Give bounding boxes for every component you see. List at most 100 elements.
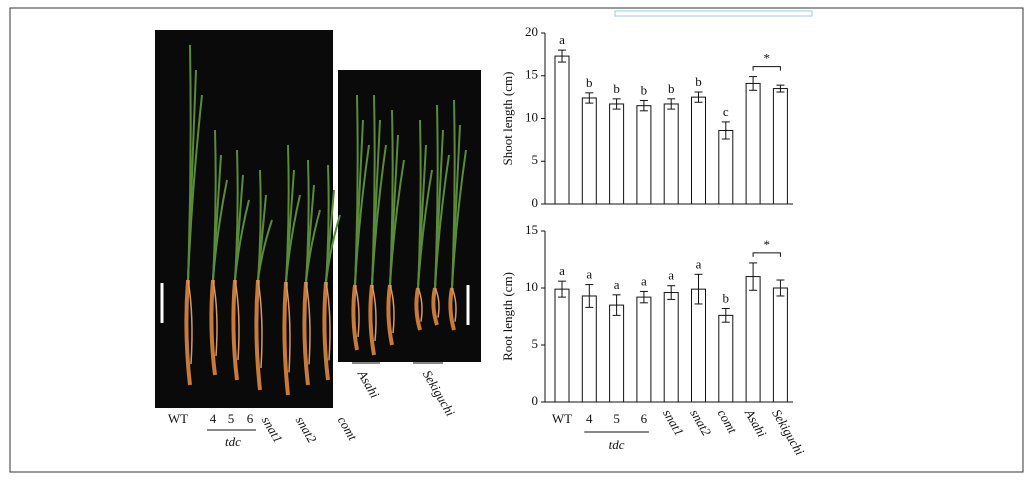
significance-letter: b: [586, 75, 593, 90]
root: [434, 287, 440, 318]
root: [325, 281, 331, 361]
bar: [636, 105, 652, 205]
significance-bracket: [752, 66, 781, 71]
significance-letter: a: [668, 268, 674, 283]
bar: [636, 296, 652, 403]
y-axis-label: Root length (cm): [500, 272, 515, 361]
bar: [554, 55, 570, 205]
root: [285, 281, 291, 373]
x-tick-label: Sekiguchi: [769, 406, 807, 458]
x-tick-label: snat1: [660, 406, 687, 438]
leaf: [234, 199, 250, 281]
root: [282, 281, 290, 396]
x-tick-label: Asahi: [741, 406, 769, 440]
bar: [718, 129, 734, 205]
bar: [745, 276, 761, 403]
error-bar: [585, 284, 594, 308]
significance-star: *: [764, 51, 771, 66]
bar: [554, 288, 570, 403]
error-bar: [667, 285, 676, 300]
error-bar: [558, 49, 566, 63]
significance-letter: c: [723, 104, 729, 119]
significance-letter: a: [586, 267, 592, 282]
leaf: [371, 144, 387, 286]
y-tick-label: 10: [525, 109, 538, 124]
selection-box: [614, 10, 813, 17]
leaf: [212, 179, 228, 281]
y-tick-label: 10: [525, 279, 538, 294]
photo-label: 5: [228, 411, 235, 426]
y-tick-label: 15: [525, 222, 538, 237]
root: [302, 281, 310, 386]
bar: [581, 295, 597, 403]
x-tick-label: 4: [586, 411, 593, 426]
significance-bracket: [752, 252, 781, 257]
bar: [772, 88, 788, 205]
bar: [691, 288, 706, 403]
root: [231, 279, 239, 381]
error-bar: [612, 98, 621, 110]
error-bar: [721, 308, 730, 323]
x-tick-label: snat2: [687, 406, 714, 438]
photo-label: 4: [210, 411, 217, 426]
root: [414, 287, 422, 331]
leaf: [451, 149, 467, 289]
leaf: [389, 159, 405, 286]
leaf: [434, 154, 450, 289]
error-bar: [558, 280, 566, 298]
root: [254, 279, 262, 391]
root: [322, 281, 330, 381]
x-tick-label: WT: [552, 411, 572, 426]
significance-letter: b: [695, 74, 702, 89]
x-tick-label: 6: [641, 411, 648, 426]
root: [184, 279, 192, 386]
y-tick-label: 5: [532, 336, 539, 351]
root: [451, 287, 457, 322]
significance-letter: b: [641, 83, 648, 98]
error-bar: [776, 84, 785, 93]
bar: [609, 304, 625, 403]
frame: [9, 7, 1024, 473]
significance-letter: b: [723, 291, 730, 306]
root: [386, 284, 394, 346]
significance-letter: a: [559, 32, 565, 47]
group-label: tdc: [225, 434, 241, 449]
x-tick-label: comt: [715, 406, 741, 436]
leaf: [257, 219, 273, 281]
root: [257, 279, 263, 369]
y-tick-label: 5: [532, 152, 539, 167]
error-bar: [639, 100, 648, 112]
plants: [184, 44, 467, 396]
significance-letter: b: [668, 81, 675, 96]
root: [417, 287, 423, 322]
photo-label: comt: [335, 413, 361, 443]
photo-label: Asahi: [354, 367, 382, 401]
root: [368, 284, 376, 356]
bar: [691, 96, 706, 205]
root: [305, 281, 311, 365]
group-label: tdc: [609, 437, 625, 452]
error-bar: [667, 98, 676, 110]
significance-letter: a: [559, 263, 565, 278]
y-tick-label: 20: [525, 24, 538, 39]
root: [354, 284, 360, 338]
error-bar: [694, 273, 703, 305]
bar: [718, 314, 734, 403]
root: [234, 279, 240, 361]
error-bar: [585, 92, 594, 104]
leaf: [354, 144, 370, 286]
y-axis-label: Shoot length (cm): [500, 72, 515, 166]
root: [389, 284, 395, 334]
significance-letter: a: [614, 277, 620, 292]
root: [187, 279, 193, 365]
error-bar: [612, 294, 621, 316]
bar: [581, 97, 597, 205]
photo-label: snat1: [259, 413, 286, 445]
bar: [663, 103, 679, 205]
x-tick-label: 5: [613, 411, 620, 426]
significance-letter: a: [641, 273, 647, 288]
bar: [772, 287, 788, 403]
leaf: [417, 169, 433, 289]
photo-label: Sekiguchi: [420, 367, 458, 419]
